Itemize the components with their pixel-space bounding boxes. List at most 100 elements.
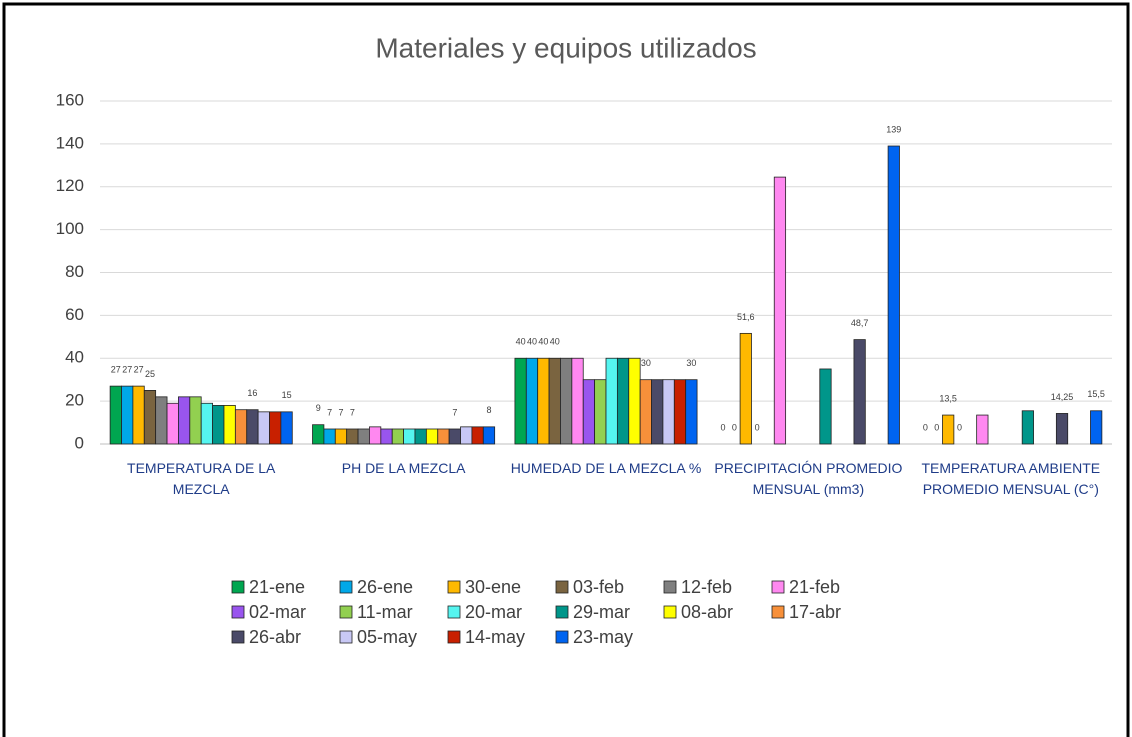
bar (976, 414, 989, 445)
y-tick-label: 140 (56, 133, 84, 152)
x-tick-label: PH DE LA MEZCLA (341, 460, 466, 476)
legend-label: 03-feb (573, 577, 624, 597)
data-label: 14,25 (1051, 392, 1074, 402)
bar (166, 402, 179, 445)
bar (1090, 410, 1103, 445)
legend-label: 23-may (573, 627, 633, 647)
data-label: 40 (527, 337, 537, 347)
legend-swatch (447, 580, 461, 594)
x-tick-label: TEMPERATURA AMBIENTE PROMEDIO MENSUAL (C… (921, 460, 1101, 497)
bar (639, 379, 652, 445)
data-label: 27 (122, 364, 132, 374)
bar (121, 385, 134, 445)
legend-swatch (663, 605, 677, 619)
bar (605, 357, 618, 445)
y-tick-label: 0 (75, 433, 84, 452)
legend-label: 26-abr (249, 627, 301, 647)
legend-label: 05-may (357, 627, 417, 647)
x-tick-label: PRECIPITACIÓN PROMEDIO MENSUAL (mm3) (714, 460, 903, 497)
bar (673, 379, 687, 445)
x-tick-label: TEMPERATURA DE LA MEZCLA (127, 460, 276, 497)
bar (357, 428, 370, 445)
data-label: 27 (111, 364, 121, 374)
bar (132, 385, 145, 445)
bar (739, 332, 752, 445)
legend-swatch (339, 580, 353, 594)
data-label: 40 (516, 337, 526, 347)
data-label: 48,7 (851, 318, 869, 328)
data-label: 15 (282, 390, 292, 400)
bar (482, 426, 496, 445)
bar (212, 405, 225, 445)
data-label: 25 (145, 369, 155, 379)
bar (942, 414, 955, 445)
y-tick-label: 120 (56, 176, 84, 195)
bar (560, 357, 573, 445)
bar (391, 428, 404, 445)
bar (403, 428, 416, 445)
bar (773, 176, 787, 445)
bar (380, 428, 393, 445)
legend-swatch (771, 605, 785, 619)
legend-label: 29-mar (573, 602, 630, 622)
y-tick-label: 40 (65, 348, 84, 367)
bar (414, 428, 427, 445)
bar (178, 396, 191, 445)
bar (819, 368, 832, 445)
data-label: 9 (316, 403, 321, 413)
data-label: 16 (247, 388, 257, 398)
data-label: 7 (338, 407, 343, 417)
bar (323, 428, 336, 445)
bar (1055, 413, 1069, 445)
bar (334, 428, 348, 445)
bar (369, 426, 382, 445)
bar (651, 379, 664, 445)
legend-swatch (447, 630, 461, 644)
bar (234, 409, 248, 445)
bar (582, 379, 596, 445)
data-label: 51,6 (737, 312, 755, 322)
legend-label: 02-mar (249, 602, 306, 622)
data-label: 27 (134, 364, 144, 374)
bar (460, 426, 473, 445)
bar (525, 357, 539, 445)
bar (571, 357, 584, 445)
bar (685, 379, 698, 445)
data-label: 13,5 (939, 393, 957, 403)
bar (257, 411, 270, 445)
bar (346, 428, 359, 445)
data-label: 8 (486, 405, 491, 415)
legend-label: 17-abr (789, 602, 841, 622)
bar (471, 426, 484, 445)
legend-label: 14-may (465, 627, 525, 647)
y-tick-label: 80 (65, 262, 84, 281)
legend-swatch (771, 580, 785, 594)
legend-swatch (231, 630, 245, 644)
legend-swatch (339, 630, 353, 644)
y-tick-label: 60 (65, 305, 84, 324)
bar (448, 428, 461, 445)
legend-label: 30-ene (465, 577, 521, 597)
bar (143, 390, 157, 445)
data-label: 15,5 (1087, 389, 1105, 399)
legend-swatch (555, 580, 569, 594)
y-tick-label: 100 (56, 219, 84, 238)
bar (514, 357, 527, 445)
bar (616, 357, 630, 445)
legend-label: 08-abr (681, 602, 733, 622)
legend-swatch (663, 580, 677, 594)
bar (1021, 410, 1034, 445)
x-tick-label: HUMEDAD DE LA MEZCLA % (510, 460, 702, 476)
data-label: 30 (686, 358, 696, 368)
bar (437, 428, 450, 445)
y-tick-label: 160 (56, 90, 84, 109)
bar (537, 357, 550, 445)
bar (853, 339, 866, 445)
data-label: 139 (886, 124, 901, 134)
bar (548, 357, 561, 445)
legend-label: 11-mar (357, 602, 413, 622)
data-label: 0 (755, 422, 760, 432)
legend-swatch (231, 580, 245, 594)
